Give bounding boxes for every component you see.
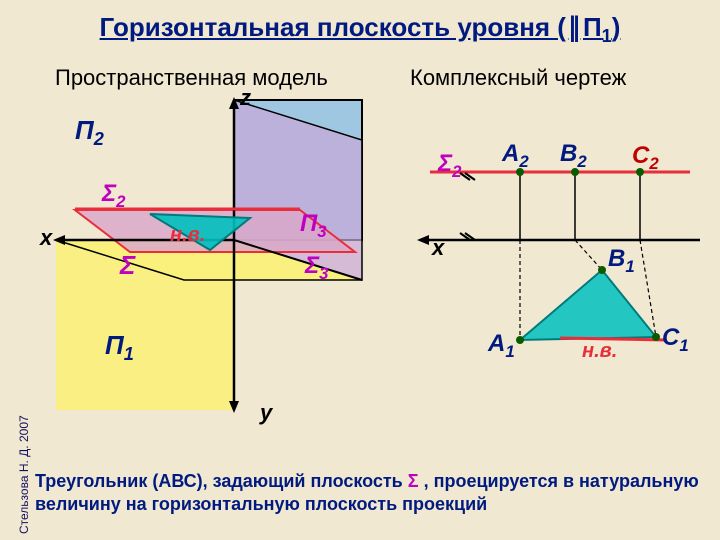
nv-left: н.в.	[170, 224, 205, 247]
label-Sigma2_l: Σ2	[102, 180, 126, 212]
label-P3: П3	[300, 210, 327, 242]
label-x_r: x	[432, 235, 444, 261]
label-P2: П2	[75, 115, 104, 150]
label-z: z	[240, 85, 251, 111]
label-B1_r: B1	[608, 245, 635, 277]
label-P1: П1	[105, 330, 134, 365]
label-y_l: y	[260, 400, 272, 426]
nv-right: н.в.	[582, 340, 617, 363]
label-C1_r: C1	[662, 324, 689, 356]
label-Sigma3_l: Σ3	[305, 252, 329, 284]
label-C2_r: C2	[632, 142, 659, 174]
conn-B1	[575, 240, 602, 270]
dot-B1	[598, 266, 606, 274]
footer-text: Треугольник (АВС), задающий плоскость Σ …	[35, 470, 705, 517]
dot-C1	[652, 333, 660, 341]
label-B2_r: B2	[560, 140, 587, 172]
label-Sigma2_r: Σ2	[438, 150, 462, 182]
label-A1_r: A1	[488, 330, 515, 362]
x-arrow-right	[417, 235, 429, 245]
label-A2_r: A2	[502, 140, 529, 172]
footer-part-0: Треугольник (АВС), задающий плоскость	[35, 471, 408, 491]
label-Sigma_l: Σ	[120, 250, 135, 281]
dot-A1	[516, 336, 524, 344]
footer-part-1: Σ	[408, 471, 419, 491]
label-x_l: x	[40, 225, 52, 251]
triangle-abc-plan	[520, 270, 656, 340]
